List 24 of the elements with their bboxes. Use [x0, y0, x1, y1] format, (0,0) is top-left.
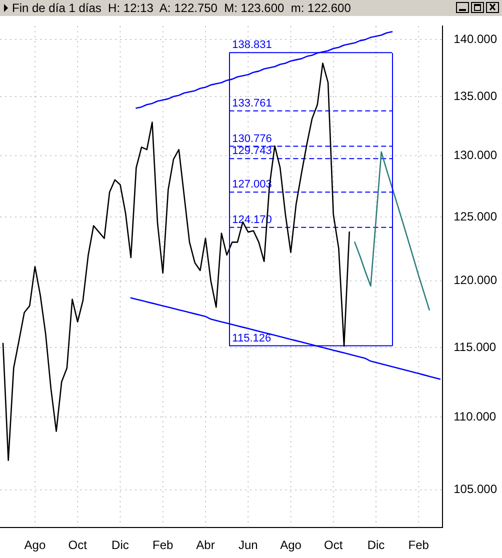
ref-line-label: 138.831 — [232, 39, 272, 52]
x-tick-label: Jun — [238, 538, 258, 552]
y-tick-label: 120.000 — [454, 273, 498, 288]
y-tick-label: 135.000 — [454, 88, 498, 103]
ref-line-label: 115.126 — [232, 332, 272, 344]
x-tick-label: Oct — [68, 538, 88, 552]
x-tick-label: Feb — [152, 538, 174, 552]
y-tick-label: 125.000 — [454, 209, 498, 224]
x-tick-label: Oct — [324, 538, 344, 552]
ref-line-label: 130.776 — [232, 132, 272, 145]
y-tick-label: 105.000 — [454, 482, 498, 496]
chart-title: Fin de día 1 días H: 12:13 A: 122.750 M: 123.600 m: 122.600 — [12, 1, 351, 15]
x-tick-label: Dic — [367, 538, 385, 552]
x-tick-label: Ago — [24, 538, 46, 552]
y-tick-label: 130.000 — [454, 148, 498, 162]
y-tick-label: 140.000 — [454, 32, 498, 46]
x-tick-label: Ago — [280, 538, 302, 552]
y-tick-label: 110.000 — [454, 409, 496, 424]
x-tick-label: Feb — [408, 538, 430, 552]
x-tick-label: Dic — [112, 538, 129, 552]
ref-line-label: 133.761 — [232, 97, 272, 110]
ref-line-label: 129.743 — [232, 145, 272, 158]
x-tick-label: Abr — [196, 538, 215, 552]
y-tick-label: 115.000 — [454, 340, 496, 354]
